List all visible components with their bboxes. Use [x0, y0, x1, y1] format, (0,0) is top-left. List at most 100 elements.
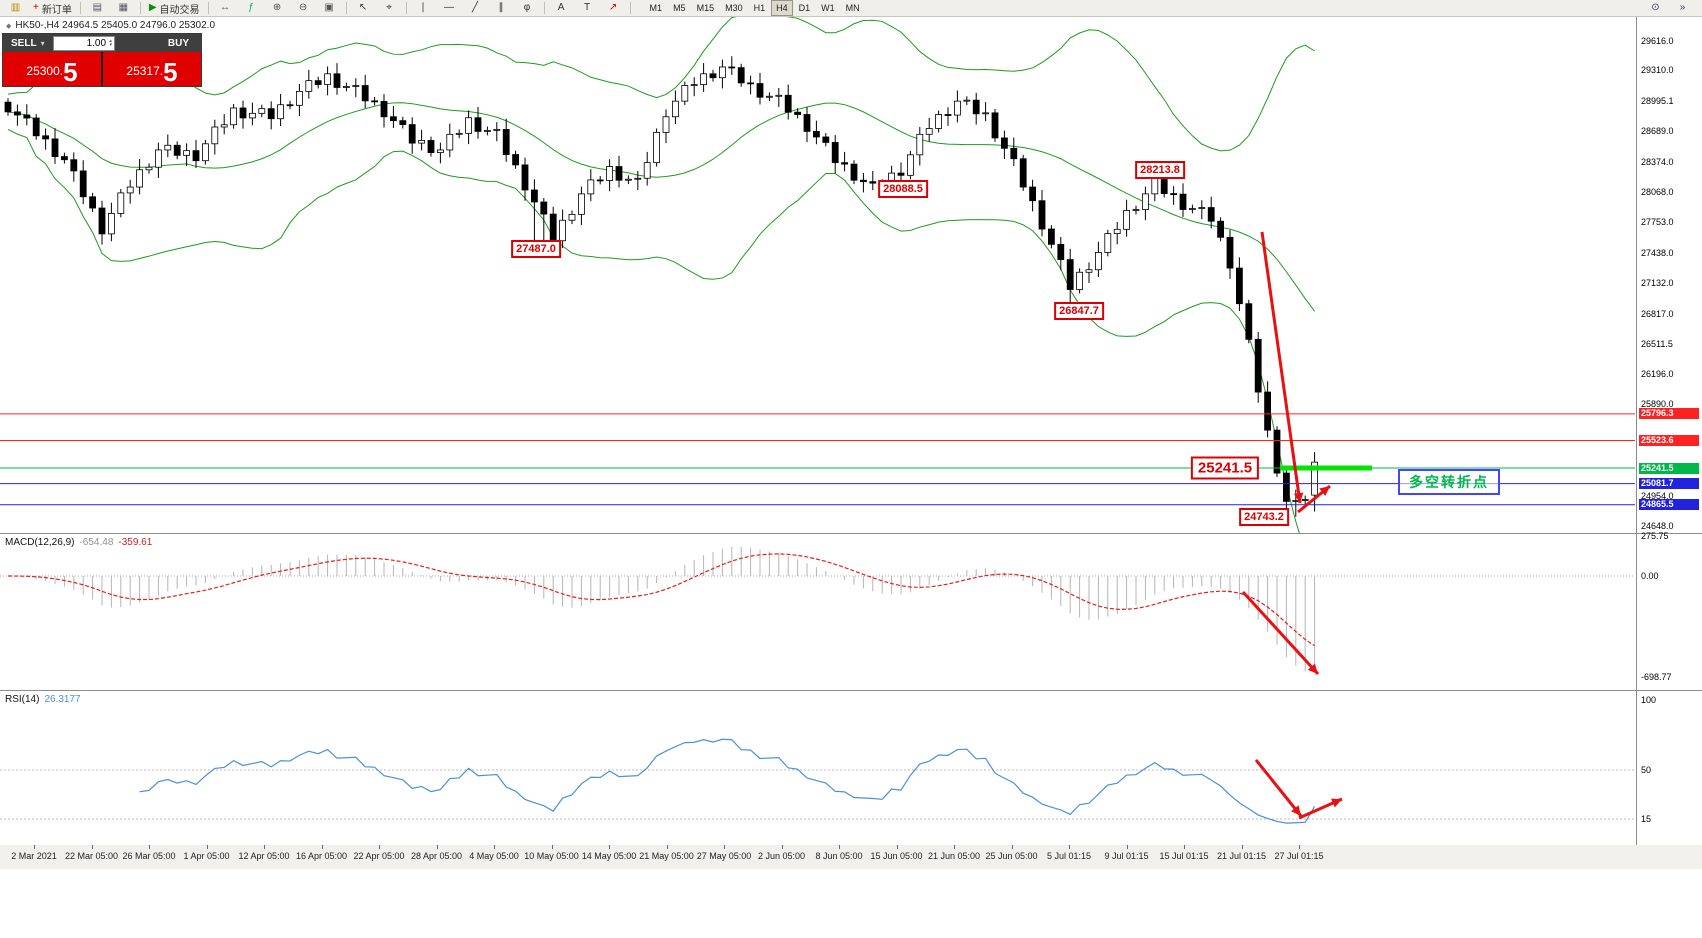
new-order-button[interactable]: + 新订单 — [29, 0, 76, 17]
rsi-panel-divider[interactable] — [0, 690, 1702, 691]
toolbar-separator — [79, 2, 81, 14]
toolbar-separator — [345, 2, 347, 14]
time-tick — [321, 845, 323, 849]
toolbar-overflow-icon-glyph: » — [1679, 2, 1686, 13]
time-label: 25 Jun 05:00 — [985, 851, 1038, 861]
time-label: 21 May 05:00 — [639, 851, 694, 861]
zoom-out-icon-button[interactable]: ⊖ — [291, 0, 316, 17]
timeframe-mn-button[interactable]: MN — [845, 3, 860, 13]
new-chart-icon-glyph: ▥ — [10, 2, 21, 13]
channel-icon-button[interactable]: ∥ — [489, 0, 514, 17]
crosshair-icon-button[interactable]: ⌖ — [377, 0, 402, 17]
auto-trading-button[interactable]: ▶ 自动交易 — [145, 0, 204, 17]
bottom-filler — [0, 869, 1702, 938]
price-badge: 24865.5 — [1639, 499, 1699, 511]
rsi-header: RSI(14) 26.3177 — [5, 694, 81, 705]
chart-scroll-icon-button[interactable]: ↔ — [213, 0, 238, 17]
timeframe-h4-button[interactable]: H4 — [771, 0, 793, 16]
buy-label[interactable]: BUY — [167, 37, 189, 49]
vertical-line-icon-glyph: ∣ — [420, 2, 426, 13]
axis-label: 27438.0 — [1641, 248, 1674, 259]
order-type-dropdown-icon[interactable]: ▾ — [40, 38, 45, 48]
symbol-icon: ◆ — [6, 22, 12, 30]
timeframe-h1-button[interactable]: H1 — [753, 3, 766, 13]
trendline-icon-button[interactable]: ╱ — [463, 0, 488, 17]
time-tick — [1184, 845, 1185, 849]
timeframe-toolbar: M1 M5 M15 M30 H1 H4 D1 W1 MN — [645, 0, 865, 16]
macd-signal-value: -359.61 — [118, 537, 153, 548]
toolbar-right-group: ⊙» — [1643, 0, 1699, 17]
horizontal-line-icon-button[interactable]: ― — [437, 0, 462, 17]
time-label: 8 Jun 05:00 — [815, 851, 863, 861]
time-tick — [436, 845, 438, 849]
macd-label: MACD(12,26,9) — [5, 537, 75, 548]
profiles-icon-glyph: ▤ — [92, 2, 103, 13]
time-label: 26 Mar 05:00 — [122, 851, 176, 861]
price-badge: 25081.7 — [1639, 478, 1699, 490]
tile-windows-icon-button[interactable]: ▣ — [317, 0, 342, 17]
time-tick — [34, 845, 35, 849]
shapes-icon-button[interactable]: ↗ — [601, 0, 626, 17]
lot-size-input[interactable]: 1.00 ▴ ▾ — [52, 35, 115, 51]
toolbar-separator — [207, 2, 209, 14]
quick-search-icon-button[interactable]: ⊙ — [1643, 0, 1668, 17]
price-axis[interactable]: 25796.3 25523.6 25241.5 25081.7 24865.5 29616… — [1638, 17, 1702, 845]
text-icon-button[interactable]: A — [549, 0, 574, 17]
timeframe-d1-button[interactable]: D1 — [798, 3, 811, 13]
time-label: 2 Jun 05:00 — [757, 851, 806, 861]
profiles-icon-button[interactable]: ▤ — [85, 0, 110, 17]
quick-search-icon-glyph: ⊙ — [1651, 2, 1660, 13]
trendline-icon-glyph: ╱ — [472, 2, 479, 13]
charts-grid-icon-button[interactable]: ▦ — [111, 0, 136, 17]
top-toolbar: ▥ + 新订单 ▤ ▦ ▶ 自动交易 ↔ ƒ ⊕ ⊖ ▣ ↖ ⌖ ∣ ― ╱ ∥ φ A T ↗ M1 M5 M15 M30 H1 H… — [0, 0, 1702, 17]
price-badge: 25796.3 — [1639, 408, 1699, 420]
label-icon-button[interactable]: T — [575, 0, 600, 17]
macd-panel-divider[interactable] — [0, 533, 1702, 534]
turning-point-annotation: 多空转折点 — [1398, 469, 1500, 495]
rsi-canvas[interactable] — [0, 690, 1702, 845]
fibonacci-icon-button[interactable]: φ — [515, 0, 540, 17]
timeframe-m30-button[interactable]: M30 — [725, 3, 743, 13]
buy-button[interactable]: 25317. 5 — [103, 52, 201, 86]
trade-panel-header: SELL ▾ 1.00 ▴ ▾ BUY — [3, 34, 201, 52]
time-label: 16 Apr 05:00 — [295, 851, 348, 861]
sell-label[interactable]: SELL — [11, 37, 37, 49]
vertical-line-icon-button[interactable]: ∣ — [411, 0, 436, 17]
time-label: 12 Apr 05:00 — [238, 851, 290, 861]
axis-label: 100 — [1641, 694, 1657, 705]
lot-stepper[interactable]: ▴ ▾ — [109, 38, 112, 48]
toolbar-overflow-icon-button[interactable]: » — [1670, 0, 1695, 17]
time-tick — [206, 845, 208, 849]
time-label: 5 Jul 01:15 — [1046, 851, 1092, 861]
timeframe-w1-button[interactable]: W1 — [821, 3, 835, 13]
lot-size-value: 1.00 — [86, 37, 107, 49]
time-label: 21 Jul 01:15 — [1216, 851, 1267, 861]
new-order-button-label: 新订单 — [41, 4, 72, 16]
timeframe-m5-button[interactable]: M5 — [673, 3, 686, 13]
cursor-icon-button[interactable]: ↖ — [351, 0, 376, 17]
price-chart-canvas[interactable] — [0, 17, 1702, 533]
lot-up-icon[interactable]: ▴ — [109, 38, 112, 44]
sell-button[interactable]: 25300. 5 — [3, 52, 101, 86]
axis-label: 50 — [1641, 764, 1652, 775]
auto-trading-glyph: ▶ — [148, 2, 157, 13]
time-tick — [264, 845, 265, 849]
zoom-in-icon-button[interactable]: ⊕ — [265, 0, 290, 17]
time-axis[interactable]: 2 Mar 2021 22 Mar 05:00 26 Mar 05:00 1 Apr … — [0, 845, 1702, 869]
new-chart-icon-button[interactable]: ▥ — [3, 0, 28, 17]
time-label: 2 Mar 2021 — [11, 851, 57, 861]
indicators-icon-button[interactable]: ƒ — [239, 0, 264, 17]
timeframe-m1-button[interactable]: M1 — [649, 3, 663, 13]
horizontal-line-icon-glyph: ― — [444, 2, 455, 13]
timeframe-m15-button[interactable]: M15 — [696, 3, 715, 13]
rsi-value: 26.3177 — [44, 694, 81, 705]
axis-label: 26196.0 — [1641, 369, 1674, 380]
time-tick — [896, 845, 898, 849]
time-tick — [839, 845, 840, 849]
macd-canvas[interactable] — [0, 533, 1702, 690]
time-tick — [666, 845, 668, 849]
time-tick — [379, 845, 380, 849]
lot-down-icon[interactable]: ▾ — [109, 42, 112, 48]
toolbar-separator — [139, 2, 141, 14]
time-tick — [1069, 845, 1070, 849]
